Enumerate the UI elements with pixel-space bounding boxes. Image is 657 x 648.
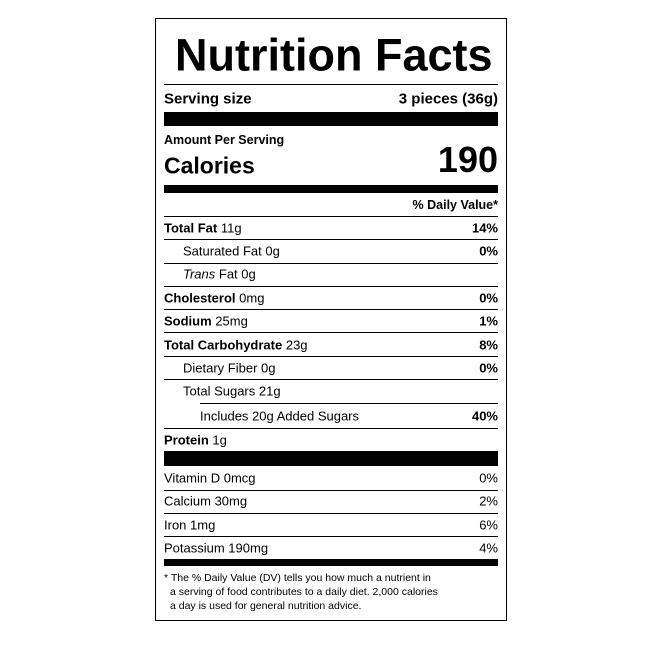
nutrient-dv: 8% xyxy=(479,337,498,353)
nutrient-amount: 23g xyxy=(285,337,308,353)
rule xyxy=(164,263,498,264)
footnote: a day is used for general nutrition advi… xyxy=(170,599,362,612)
thick-bar xyxy=(164,451,498,466)
rule xyxy=(164,379,498,380)
rule xyxy=(164,428,498,429)
nutrient-amount: Fat 0g xyxy=(218,266,256,282)
vitamin-dv: 6% xyxy=(479,517,498,533)
nutrient-dv: 1% xyxy=(479,313,498,329)
dv-header: % Daily Value* xyxy=(412,197,498,212)
medium-bar xyxy=(164,185,498,193)
rule xyxy=(164,513,498,514)
vitamin-label: Potassium 190mg xyxy=(164,540,269,556)
rule xyxy=(164,309,498,310)
rule xyxy=(164,286,498,287)
vitamin-label: Vitamin D 0mcg xyxy=(164,470,256,486)
nutrient-dv: 0% xyxy=(479,360,498,376)
rule xyxy=(164,216,498,217)
nutrient-label: Dietary Fiber 0g xyxy=(183,360,276,376)
amount-per-serving: Amount Per Serving xyxy=(164,132,285,147)
medium-bar xyxy=(164,559,498,566)
nutrient-label: Trans xyxy=(183,266,216,282)
nutrient-label: Total Fat xyxy=(164,220,218,236)
rule xyxy=(164,84,498,85)
serving-value: 3 pieces (36g) xyxy=(398,90,498,108)
nutrient-label: Total Sugars 21g xyxy=(183,383,281,399)
nutrition-label: Nutrition Facts Serving size 3 pieces (3… xyxy=(155,18,507,621)
nutrient-amount: 0mg xyxy=(239,290,265,306)
rule xyxy=(164,536,498,537)
calories-label: Calories xyxy=(164,152,255,179)
calories-value: 190 xyxy=(437,139,498,180)
vitamin-label: Iron 1mg xyxy=(164,517,216,533)
nutrient-amount: 1g xyxy=(212,432,227,448)
vitamin-label: Calcium 30mg xyxy=(164,493,248,509)
nutrient-dv: 14% xyxy=(471,220,498,236)
nutrient-label: Total Carbohydrate xyxy=(164,337,283,353)
nutrient-dv: 40% xyxy=(471,408,498,424)
nutrient-dv: 0% xyxy=(479,290,498,306)
nutrient-amount: 11g xyxy=(220,220,242,236)
footnote: a serving of food contributes to a daily… xyxy=(170,585,438,598)
rule xyxy=(200,403,498,404)
nutrient-amount: 25mg xyxy=(215,313,248,329)
nutrient-label: Sodium xyxy=(164,313,212,329)
rule xyxy=(164,332,498,333)
vitamin-dv: 0% xyxy=(479,470,498,486)
footnote: * The % Daily Value (DV) tells you how m… xyxy=(164,571,431,584)
rule xyxy=(164,239,498,240)
nutrient-label: Saturated Fat 0g xyxy=(183,243,280,259)
serving-label: Serving size xyxy=(164,90,252,108)
nutrient-dv: 0% xyxy=(479,243,498,259)
vitamin-dv: 4% xyxy=(479,540,498,556)
rule xyxy=(164,356,498,357)
nutrient-label: Protein xyxy=(164,432,209,448)
nutrient-label: Cholesterol xyxy=(164,290,236,306)
nutrient-label: Includes 20g Added Sugars xyxy=(200,408,360,424)
thick-bar xyxy=(164,112,498,126)
title: Nutrition Facts xyxy=(175,29,493,81)
vitamin-dv: 2% xyxy=(479,493,498,509)
rule xyxy=(164,490,498,491)
